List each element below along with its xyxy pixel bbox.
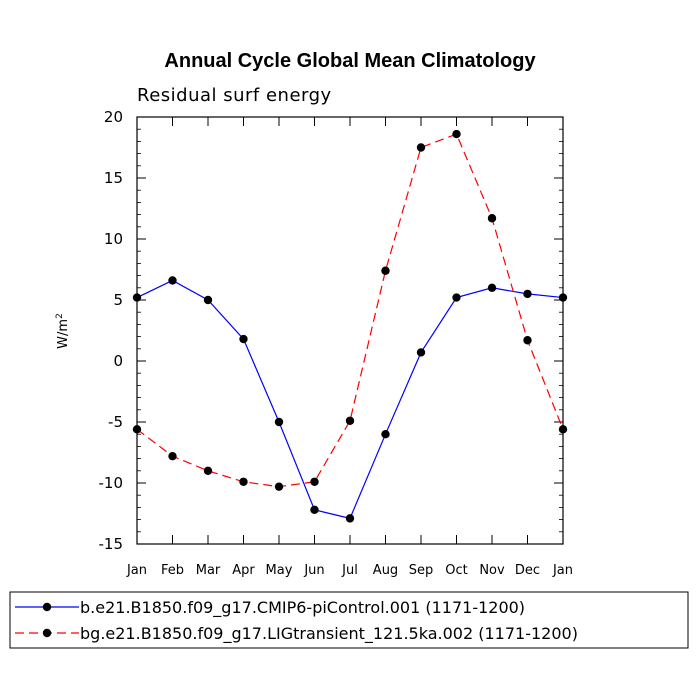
series-layer xyxy=(132,129,568,523)
x-tick-label: Jul xyxy=(341,563,358,578)
x-tick-label: Jan xyxy=(552,563,573,578)
legend-marker-2 xyxy=(42,628,52,638)
y-tick-label: 15 xyxy=(104,169,123,187)
series-1-point xyxy=(452,293,461,302)
y-tick-label: 20 xyxy=(104,108,123,126)
y-tick-label: -10 xyxy=(99,474,124,492)
series-1-point xyxy=(168,276,177,285)
series-1-point xyxy=(132,293,142,302)
legend-box xyxy=(9,591,689,649)
y-axis-label-superscript: 2 xyxy=(55,313,65,319)
series-2-point xyxy=(132,425,142,434)
legend: b.e21.B1850.f09_g17.CMIP6-piControl.001 … xyxy=(9,591,689,649)
series-2-point xyxy=(523,336,532,345)
x-tick-label: Apr xyxy=(232,563,255,578)
series-2-point xyxy=(487,214,497,223)
series-1-point xyxy=(239,334,248,344)
y-tick-label: 10 xyxy=(104,230,123,248)
series-1-point xyxy=(523,289,532,299)
series-line-1 xyxy=(136,279,564,520)
y-axis-label: W/m2 xyxy=(55,313,71,349)
series-2-point xyxy=(558,425,568,434)
x-tick-label: Jan xyxy=(126,563,147,578)
x-tick-label: Oct xyxy=(445,563,467,578)
legend-marker-1 xyxy=(42,602,52,612)
series-2-point xyxy=(381,266,390,275)
legend-label-2: bg.e21.B1850.f09_g17.LIGtransient_121.5k… xyxy=(80,624,578,644)
series-2-point xyxy=(168,451,177,461)
series-1-point xyxy=(416,348,426,357)
x-tick-label: May xyxy=(266,563,293,578)
y-axis-label-text: W/m xyxy=(56,319,71,349)
x-tick-label: Feb xyxy=(161,563,184,578)
series-1-point xyxy=(558,293,568,302)
axes: -15 -10 -5 0 5 10 15 20 Jan Feb Mar Apr May Jun Jul Aug… xyxy=(99,108,574,578)
series-line-2 xyxy=(136,133,564,488)
x-tick-label: Sep xyxy=(409,563,434,578)
series-1-point xyxy=(487,283,497,292)
series-2-point xyxy=(452,129,461,139)
chart-title: Annual Cycle Global Mean Climatology xyxy=(164,50,536,72)
y-tick-label: -5 xyxy=(108,413,123,431)
y-tick-label: 5 xyxy=(113,291,123,309)
series-2-point xyxy=(274,482,284,491)
y-tick-label: -15 xyxy=(99,535,124,553)
x-tick-label: Jun xyxy=(303,563,324,578)
series-1-point xyxy=(203,295,213,305)
series-1-point xyxy=(345,514,355,523)
plot-frame xyxy=(136,116,564,545)
series-1-point xyxy=(310,505,319,515)
series-2-point xyxy=(203,466,213,475)
series-2-point xyxy=(345,416,355,425)
series-2-point xyxy=(310,477,319,486)
legend-label-1: b.e21.B1850.f09_g17.CMIP6-piControl.001 … xyxy=(80,598,525,618)
y-tick-label: 0 xyxy=(113,352,123,370)
series-2-point xyxy=(416,143,426,152)
series-2-point xyxy=(239,477,248,486)
x-tick-label: Aug xyxy=(373,563,398,578)
x-tick-label: Dec xyxy=(515,563,540,578)
series-1-point xyxy=(274,417,284,427)
x-tick-label: Nov xyxy=(479,563,505,578)
x-tick-label: Mar xyxy=(196,563,221,578)
series-1-point xyxy=(381,430,390,439)
chart-subtitle: Residual surf energy xyxy=(137,85,332,106)
